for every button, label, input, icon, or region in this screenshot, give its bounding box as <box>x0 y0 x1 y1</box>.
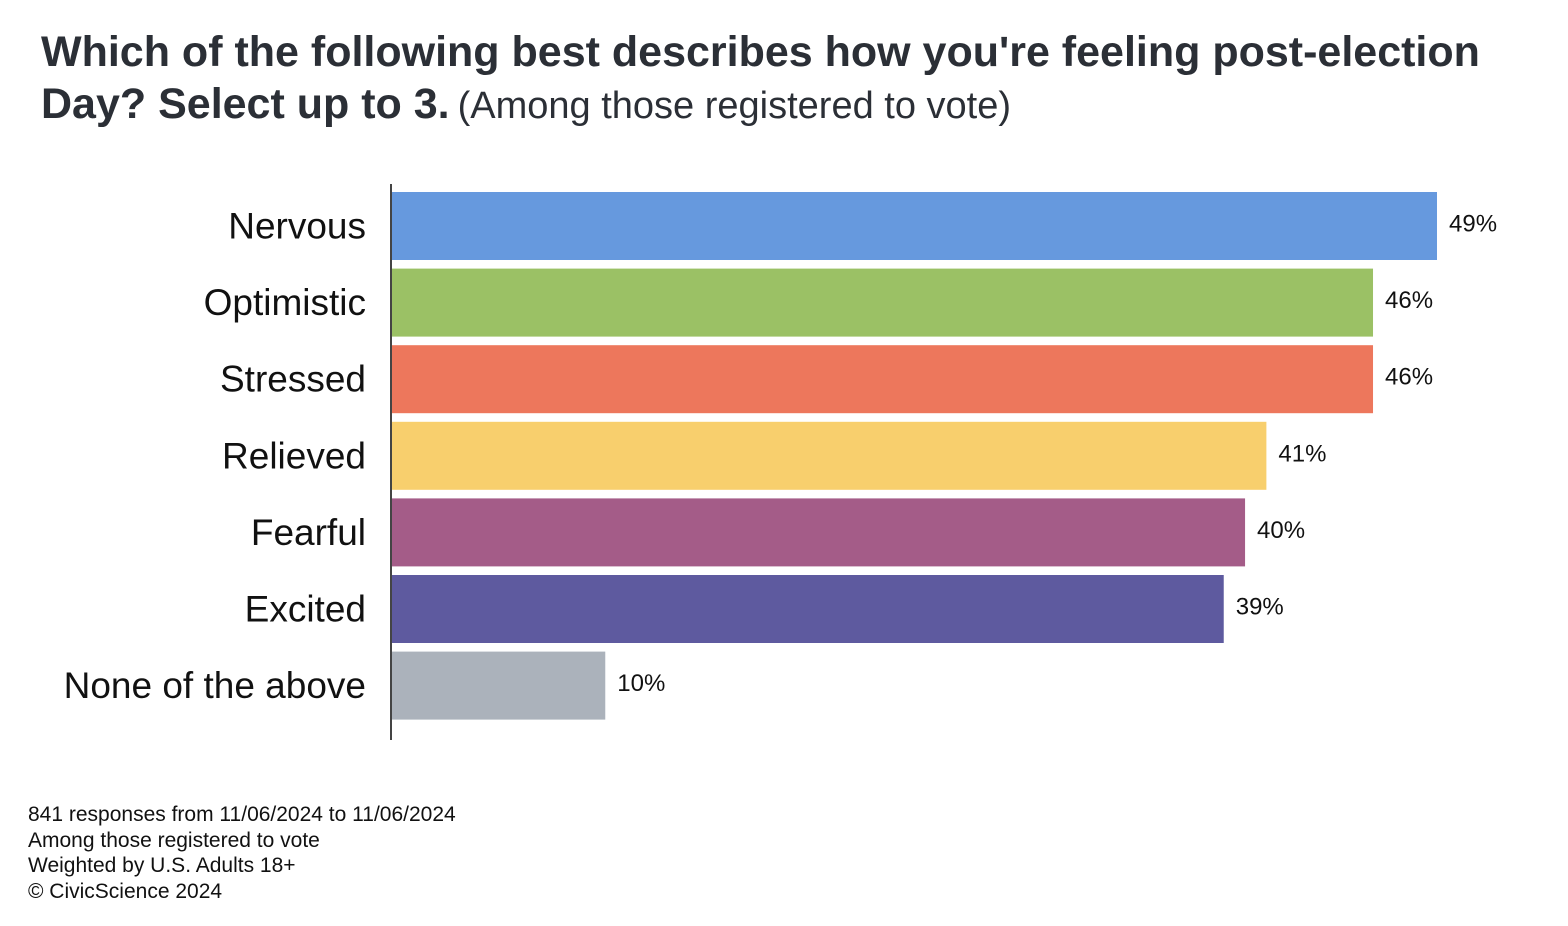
value-label: 10% <box>617 670 665 697</box>
footnote-weighting: Weighted by U.S. Adults 18+ <box>28 854 296 877</box>
value-label: 46% <box>1385 364 1433 391</box>
chart-title-block: Which of the following best describes ho… <box>41 26 1541 132</box>
bar-nervous <box>392 192 1437 260</box>
bars-group: Nervous 49% Optimistic 46% Stressed 46% Reliev… <box>64 192 1497 720</box>
chart-title: Which of the following best describes ho… <box>41 28 1480 128</box>
category-label: Excited <box>245 589 366 630</box>
category-label: Relieved <box>222 435 366 476</box>
category-label: None of the above <box>64 665 366 706</box>
bar-excited <box>392 575 1224 643</box>
footnote-copyright: © CivicScience 2024 <box>28 879 223 903</box>
footnotes: 841 responses from 11/06/2024 to 11/06/2… <box>28 802 456 904</box>
bar-relieved <box>392 421 1267 490</box>
category-label: Stressed <box>220 359 366 400</box>
value-label: 46% <box>1385 287 1433 314</box>
category-label: Nervous <box>228 206 366 247</box>
footnote-population: Among those registered to vote <box>28 828 320 852</box>
value-label: 39% <box>1236 594 1284 621</box>
value-label: 40% <box>1257 517 1305 544</box>
category-label: Optimistic <box>204 282 366 323</box>
value-label: 49% <box>1449 211 1497 238</box>
bar-optimistic <box>392 268 1374 337</box>
value-label: 41% <box>1278 440 1326 467</box>
bar-stressed <box>392 345 1374 414</box>
chart-subtitle: (Among those registered to vote) <box>457 85 1012 127</box>
bar-fearful <box>392 498 1246 567</box>
footnote-responses: 841 responses from 11/06/2024 to 11/06/2… <box>28 803 456 826</box>
category-label: Fearful <box>251 512 366 553</box>
bar-none-of-the-above <box>392 651 606 720</box>
